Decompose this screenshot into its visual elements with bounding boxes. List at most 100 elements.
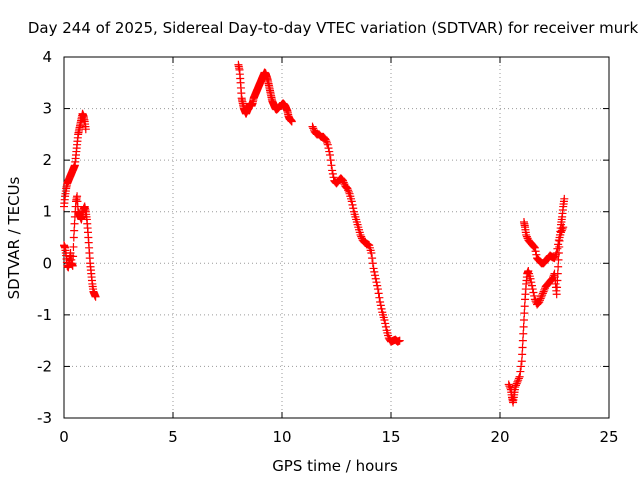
data-point (551, 250, 560, 259)
y-tick-label: 4 (42, 48, 52, 66)
data-point (550, 254, 559, 263)
data-point (348, 200, 357, 209)
data-point (519, 322, 528, 331)
data-point (557, 226, 566, 235)
data-point (69, 242, 78, 251)
data-point (519, 316, 528, 325)
data-point (526, 274, 535, 283)
data-point (328, 169, 337, 178)
data-point (551, 252, 560, 261)
data-point (540, 285, 549, 294)
data-point (532, 250, 541, 259)
data-point (349, 204, 358, 213)
data-point (527, 281, 536, 290)
data-point (328, 166, 337, 175)
data-point (323, 138, 332, 147)
data-point (535, 297, 544, 306)
data-point (373, 285, 382, 294)
data-point (367, 248, 376, 257)
x-tick-label: 15 (381, 428, 400, 446)
data-point (522, 230, 531, 239)
data-point (517, 362, 526, 371)
data-point (68, 261, 77, 270)
data-point (538, 291, 547, 300)
data-point (376, 297, 385, 306)
data-point (529, 288, 538, 297)
data-point (552, 248, 561, 257)
data-point (531, 247, 540, 256)
data-point (371, 274, 380, 283)
y-tick-label: 0 (42, 254, 52, 272)
data-point (536, 294, 545, 303)
data-point (326, 156, 335, 165)
x-tick-label: 25 (599, 428, 618, 446)
data-point (539, 287, 548, 296)
data-point (537, 292, 546, 301)
data-point (381, 319, 390, 328)
data-point (518, 336, 527, 345)
data-point (511, 383, 520, 392)
y-tick-label: -1 (37, 306, 52, 324)
data-point (329, 173, 338, 182)
data-point (560, 194, 569, 203)
data-point (374, 289, 383, 298)
data-point (324, 144, 333, 153)
data-point (81, 125, 90, 134)
data-point (530, 243, 539, 252)
data-point (516, 367, 525, 376)
data-point (70, 226, 79, 235)
y-tick-label: 3 (42, 100, 52, 118)
data-point (339, 178, 348, 187)
data-point (505, 382, 514, 391)
data-point (553, 283, 562, 292)
data-point (370, 267, 379, 276)
data-point (554, 255, 563, 264)
data-point (553, 244, 562, 253)
data-point (553, 276, 562, 285)
data-point (327, 161, 336, 170)
data-point (504, 380, 513, 389)
x-tick-label: 10 (272, 428, 291, 446)
data-point (530, 295, 539, 304)
data-point (321, 135, 330, 144)
data-point (308, 122, 317, 131)
data-point (69, 233, 78, 242)
data-point (69, 252, 78, 261)
data-point (344, 187, 353, 196)
y-tick-label: -2 (37, 357, 52, 375)
data-point (554, 262, 563, 271)
data-point (557, 228, 566, 237)
data-point (339, 176, 348, 185)
data-point (519, 329, 528, 338)
data-point (530, 242, 539, 251)
data-point (368, 259, 377, 268)
x-tick-label: 20 (490, 428, 509, 446)
data-point (371, 271, 380, 280)
data-point (372, 278, 381, 287)
data-point (377, 304, 386, 313)
data-point (373, 281, 382, 290)
data-point (514, 376, 523, 385)
data-point (538, 289, 547, 298)
data-point (347, 197, 356, 206)
data-point (309, 124, 318, 133)
data-point (395, 336, 404, 345)
data-point (344, 186, 353, 195)
data-point (515, 372, 524, 381)
x-tick-label: 0 (59, 428, 69, 446)
data-point (553, 269, 562, 278)
data-point (513, 377, 522, 386)
data-point (368, 254, 377, 263)
data-point (287, 117, 296, 126)
data-point (554, 240, 563, 249)
x-axis-label: GPS time / hours (272, 457, 398, 475)
chart-title: Day 244 of 2025, Sidereal Day-to-day VTE… (28, 19, 639, 37)
data-point (518, 343, 527, 352)
data-point (343, 184, 352, 193)
data-point (369, 264, 378, 273)
data-point (530, 291, 539, 300)
y-axis-label: SDTVAR / TECUs (5, 176, 23, 299)
data-point (529, 242, 538, 251)
data-point (528, 285, 537, 294)
data-point (558, 224, 567, 233)
